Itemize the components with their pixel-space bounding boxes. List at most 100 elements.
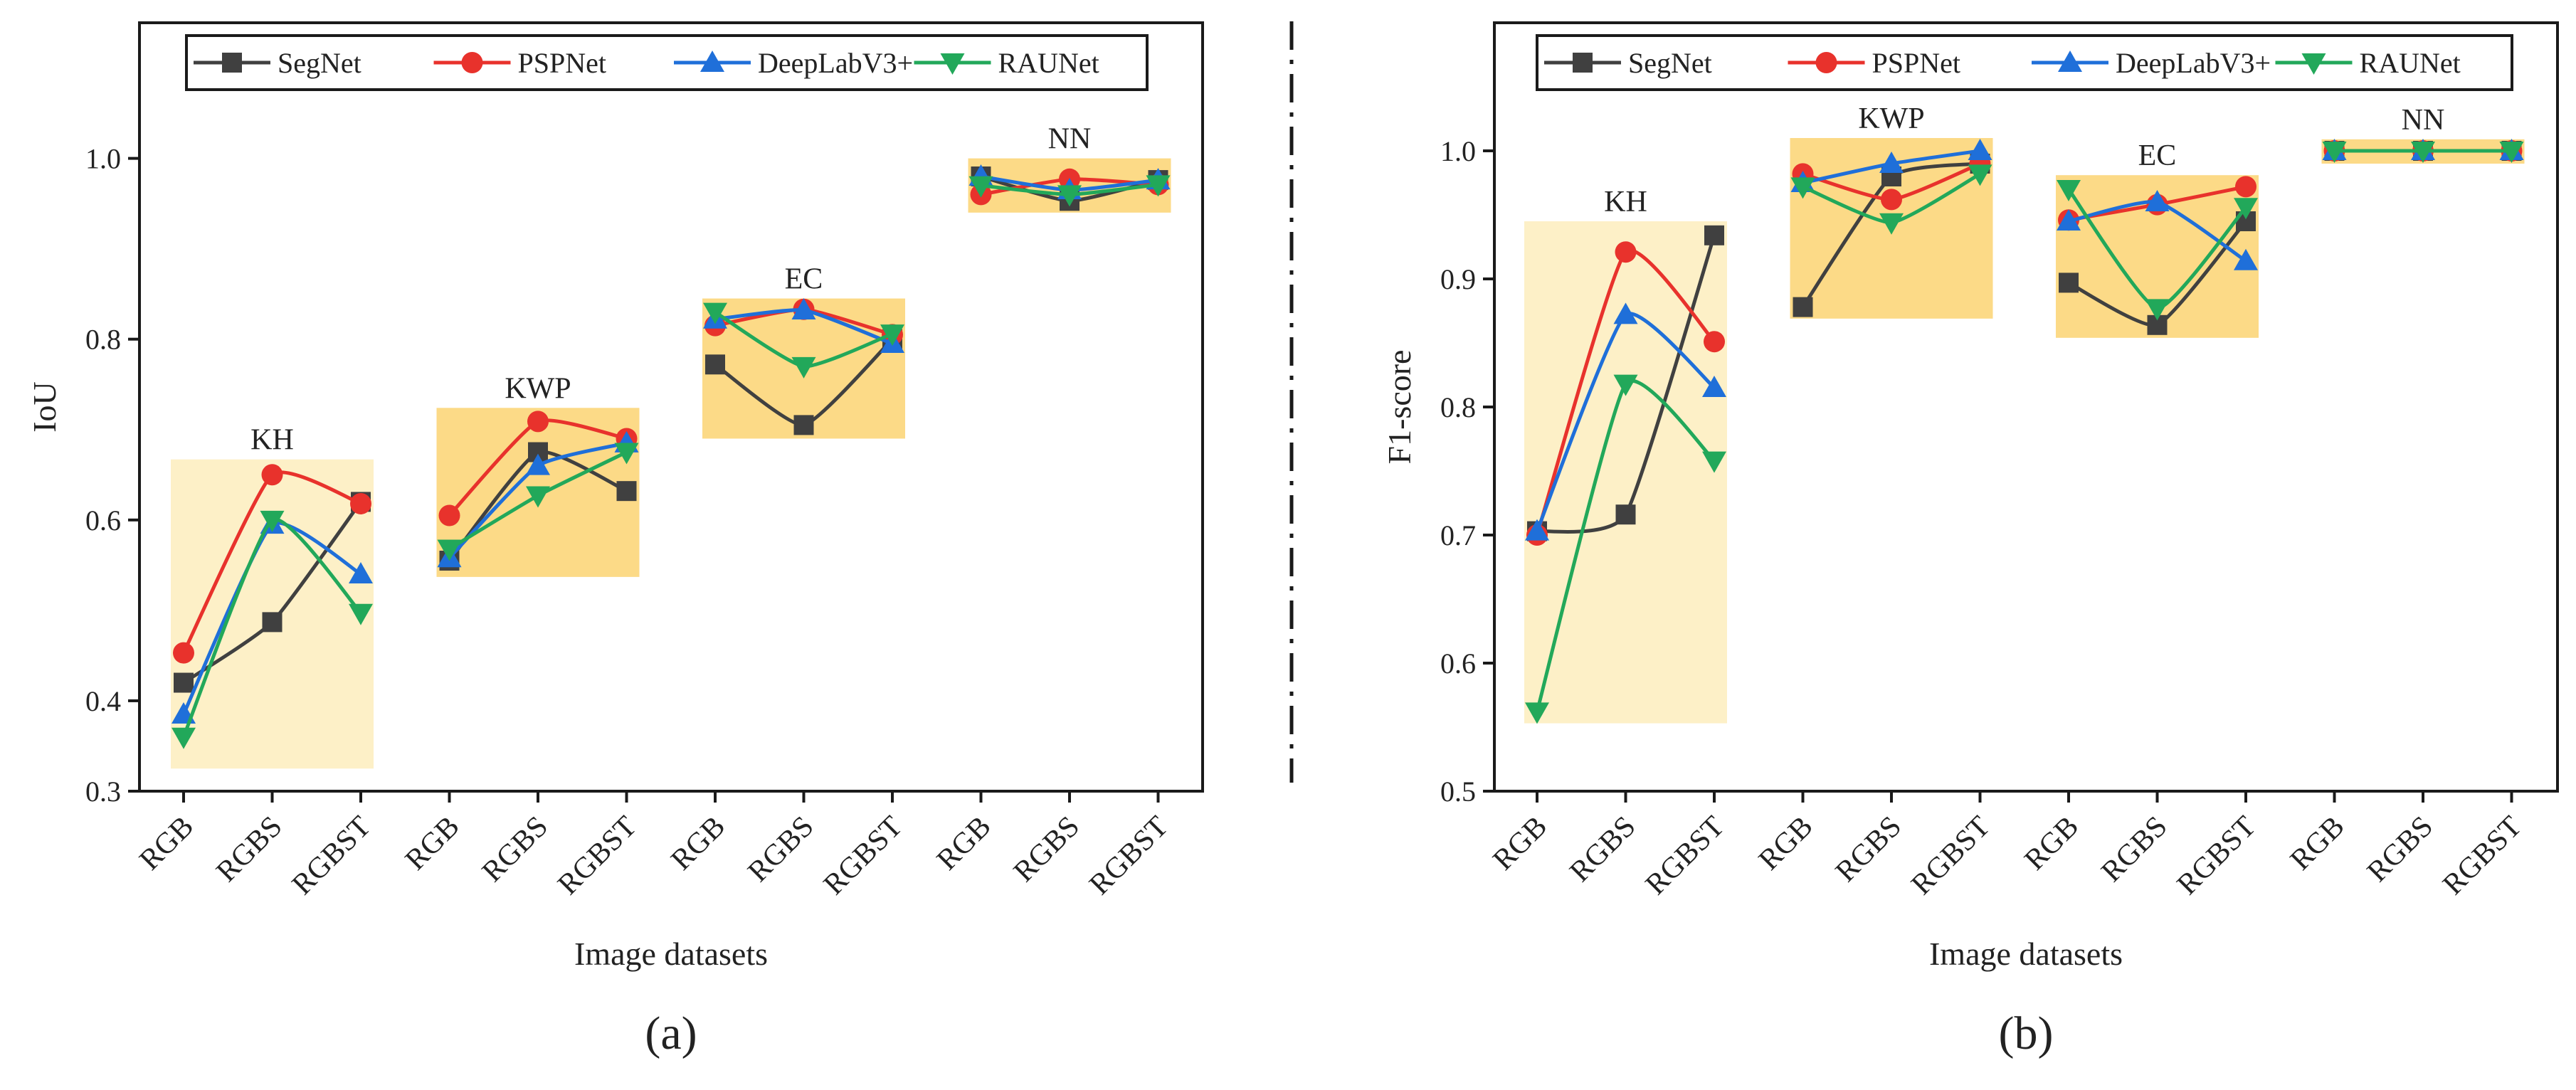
data-point-raunet-7	[2057, 180, 2081, 201]
data-point-segnet-2	[262, 612, 283, 633]
legend-marker-pspnet	[1815, 52, 1837, 73]
x-tick-label: RGBST	[1905, 810, 1996, 901]
legend-marker-segnet	[1573, 53, 1593, 73]
data-point-raunet-3	[349, 603, 373, 625]
data-point-pspnet-1	[173, 642, 194, 664]
panel-label: (b)	[1999, 1007, 2054, 1059]
legend-label-segnet: SegNet	[1628, 47, 1712, 79]
x-tick-label: RGB	[1487, 810, 1553, 877]
x-tick-label: RGBST	[1640, 810, 1731, 901]
data-point-raunet-6	[614, 443, 639, 465]
data-point-raunet-12	[1146, 175, 1171, 197]
data-point-pspnet-9	[2235, 176, 2256, 198]
series-line-raunet-group-1	[1535, 379, 1716, 713]
y-tick-label: 0.4	[85, 685, 121, 717]
x-tick-label: RGBS	[476, 810, 554, 889]
data-point-raunet-4	[1790, 177, 1815, 199]
legend-marker-pspnet	[461, 52, 483, 73]
data-point-pspnet-5	[1881, 189, 1902, 211]
legend-marker-raunet	[2301, 53, 2326, 75]
x-tick-label: RGB	[665, 810, 732, 877]
data-point-raunet-1	[171, 727, 196, 749]
data-point-pspnet-5	[527, 411, 549, 433]
data-point-segnet-8	[793, 415, 814, 435]
data-point-segnet-2	[1615, 504, 1636, 525]
data-point-raunet-8	[791, 356, 816, 379]
data-point-segnet-7	[2059, 272, 2079, 293]
data-point-deeplabv3-1	[1525, 519, 1549, 541]
data-point-raunet-2	[260, 510, 285, 532]
x-tick-label: RGBST	[2171, 810, 2262, 901]
x-tick-label: RGBST	[818, 810, 909, 901]
x-axis-title: Image datasets	[574, 936, 768, 972]
group-label-nn: NN	[1048, 123, 1092, 156]
legend-marker-deeplabv3	[2058, 51, 2082, 72]
data-point-raunet-9	[880, 324, 904, 346]
legend-label-segnet: SegNet	[278, 47, 361, 79]
y-tick-label: 0.6	[1440, 647, 1476, 679]
data-point-raunet-4	[437, 539, 462, 561]
legend-label-raunet: RAUNet	[2360, 47, 2461, 79]
data-point-segnet-6	[616, 481, 637, 502]
x-tick-label: RGB	[1753, 810, 1820, 877]
data-point-deeplabv3-3	[1702, 376, 1726, 397]
y-axis-title: IoU	[26, 381, 63, 433]
x-tick-label: RGBS	[210, 810, 288, 889]
series-line-pspnet-group-1	[1535, 248, 1716, 536]
group-label-ec: EC	[785, 263, 823, 296]
legend-label-deeplabv3: DeepLabV3+	[758, 47, 913, 79]
legend-label-pspnet: PSPNet	[518, 47, 607, 79]
data-point-raunet-12	[2499, 142, 2524, 163]
data-point-raunet-3	[1702, 451, 1726, 473]
x-tick-label: RGB	[2018, 810, 2085, 877]
legend-marker-segnet	[222, 53, 242, 73]
legend-marker-raunet	[940, 53, 965, 75]
legend-label-raunet: RAUNet	[998, 47, 1099, 79]
group-label-kwp: KWP	[505, 372, 571, 405]
x-tick-label: RGBST	[286, 810, 377, 901]
data-point-deeplabv3-5	[526, 453, 550, 475]
x-tick-label: RGBST	[2437, 810, 2528, 901]
legend-box	[1536, 34, 2513, 91]
data-point-deeplabv3-8	[791, 298, 816, 320]
series-line-segnet-group-1	[1536, 235, 1716, 534]
data-point-raunet-8	[2145, 299, 2170, 321]
y-tick-label: 0.8	[85, 324, 121, 356]
legend-marker-deeplabv3	[700, 51, 724, 72]
data-point-raunet-7	[703, 302, 727, 324]
data-point-pspnet-2	[1615, 241, 1637, 263]
group-label-kh: KH	[1604, 186, 1647, 218]
data-point-raunet-11	[1057, 185, 1082, 207]
data-point-segnet-7	[705, 354, 725, 375]
legend-label-deeplabv3: DeepLabV3+	[2116, 47, 2271, 79]
plot-frame	[138, 21, 1204, 793]
data-point-pspnet-2	[261, 464, 283, 486]
y-tick-label: 0.8	[1440, 391, 1476, 423]
x-tick-label: RGBS	[1563, 810, 1642, 889]
x-tick-label: RGB	[2284, 810, 2351, 877]
x-tick-label: RGBS	[1830, 810, 1908, 889]
data-point-pspnet-4	[438, 504, 460, 527]
data-point-raunet-5	[1879, 213, 1904, 235]
data-point-deeplabv3-9	[2234, 248, 2258, 270]
y-tick-label: 1.0	[1440, 135, 1476, 167]
legend-label-pspnet: PSPNet	[1872, 47, 1961, 79]
panel-label: (a)	[645, 1007, 697, 1059]
group-label-kwp: KWP	[1858, 102, 1924, 135]
x-tick-label: RGB	[931, 810, 998, 877]
data-point-segnet-4	[1793, 297, 1813, 317]
data-point-segnet-3	[1704, 225, 1724, 245]
data-point-deeplabv3-7	[2057, 209, 2081, 231]
y-tick-label: 0.6	[85, 504, 121, 536]
x-tick-label: RGBST	[1083, 810, 1174, 901]
group-label-kh: KH	[250, 424, 294, 457]
data-point-raunet-6	[1968, 164, 1992, 186]
y-tick-label: 0.3	[85, 776, 121, 808]
data-point-deeplabv3-5	[1879, 152, 1904, 173]
y-tick-label: 0.7	[1440, 519, 1476, 551]
x-tick-label: RGBS	[2361, 810, 2439, 889]
x-tick-label: RGBS	[2095, 810, 2173, 889]
